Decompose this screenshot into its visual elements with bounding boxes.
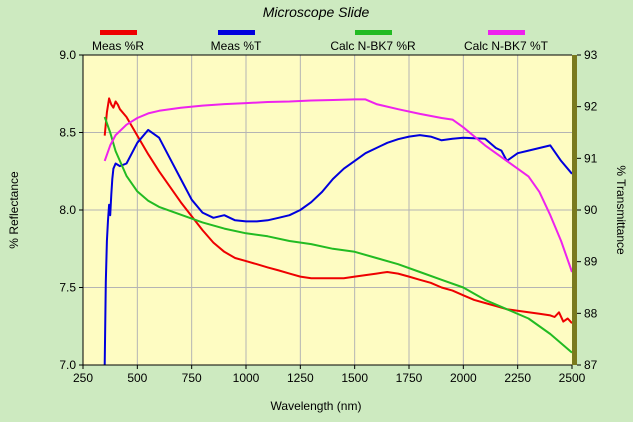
legend-label: Meas %R — [92, 39, 144, 53]
legend-label: Calc N-BK7 %T — [464, 39, 549, 53]
y-right-tick-label: 92 — [584, 100, 598, 114]
y-right-tick-label: 93 — [584, 48, 598, 62]
y-left-tick-label: 8.5 — [59, 126, 76, 140]
chart-title: Microscope Slide — [263, 4, 370, 20]
legend-swatch — [218, 30, 255, 35]
axes-layer: 250 500 750 1000 1250 1500 1750 2000 2250 2500 7.0… — [59, 48, 597, 385]
legend-swatch — [488, 30, 525, 35]
x-tick-label: 250 — [73, 371, 93, 385]
legend-label: Meas %T — [211, 39, 262, 53]
y-left-tick-label: 7.0 — [59, 358, 76, 372]
x-axis-title: Wavelength (nm) — [271, 399, 362, 413]
legend-swatch — [100, 30, 137, 35]
legend-label: Calc N-BK7 %R — [330, 39, 416, 53]
x-tick-label: 750 — [182, 371, 202, 385]
x-tick-label: 500 — [127, 371, 147, 385]
legend: Meas %R Meas %T Calc N-BK7 %R Calc N-BK7 %T — [92, 30, 549, 53]
x-tick-label: 1000 — [233, 371, 260, 385]
legend-swatch — [355, 30, 392, 35]
x-tick-label: 2500 — [559, 371, 586, 385]
x-tick-label: 2000 — [450, 371, 477, 385]
y-left-tick-label: 9.0 — [59, 48, 76, 62]
y-left-tick-label: 7.5 — [59, 281, 76, 295]
series-line — [103, 128, 573, 366]
y-right-tick-label: 89 — [584, 255, 598, 269]
y-right-tick-label: 87 — [584, 358, 598, 372]
x-tick-label: 1750 — [396, 371, 423, 385]
y-right-axis-title: % Transmittance — [614, 165, 628, 255]
y-left-axis-title: % Reflectance — [7, 171, 21, 249]
y-right-tick-label: 90 — [584, 203, 598, 217]
y-right-axis-bar — [572, 55, 577, 365]
grid-layer — [83, 55, 572, 365]
x-tick-label: 1500 — [341, 371, 368, 385]
y-left-tick-label: 8.0 — [59, 203, 76, 217]
y-right-tick-label: 91 — [584, 151, 598, 165]
y-right-tick-label: 88 — [584, 306, 598, 320]
x-tick-label: 2250 — [504, 371, 531, 385]
series-line — [103, 116, 573, 354]
x-tick-label: 1250 — [287, 371, 314, 385]
series-line — [103, 98, 573, 273]
series-layer — [103, 97, 573, 366]
